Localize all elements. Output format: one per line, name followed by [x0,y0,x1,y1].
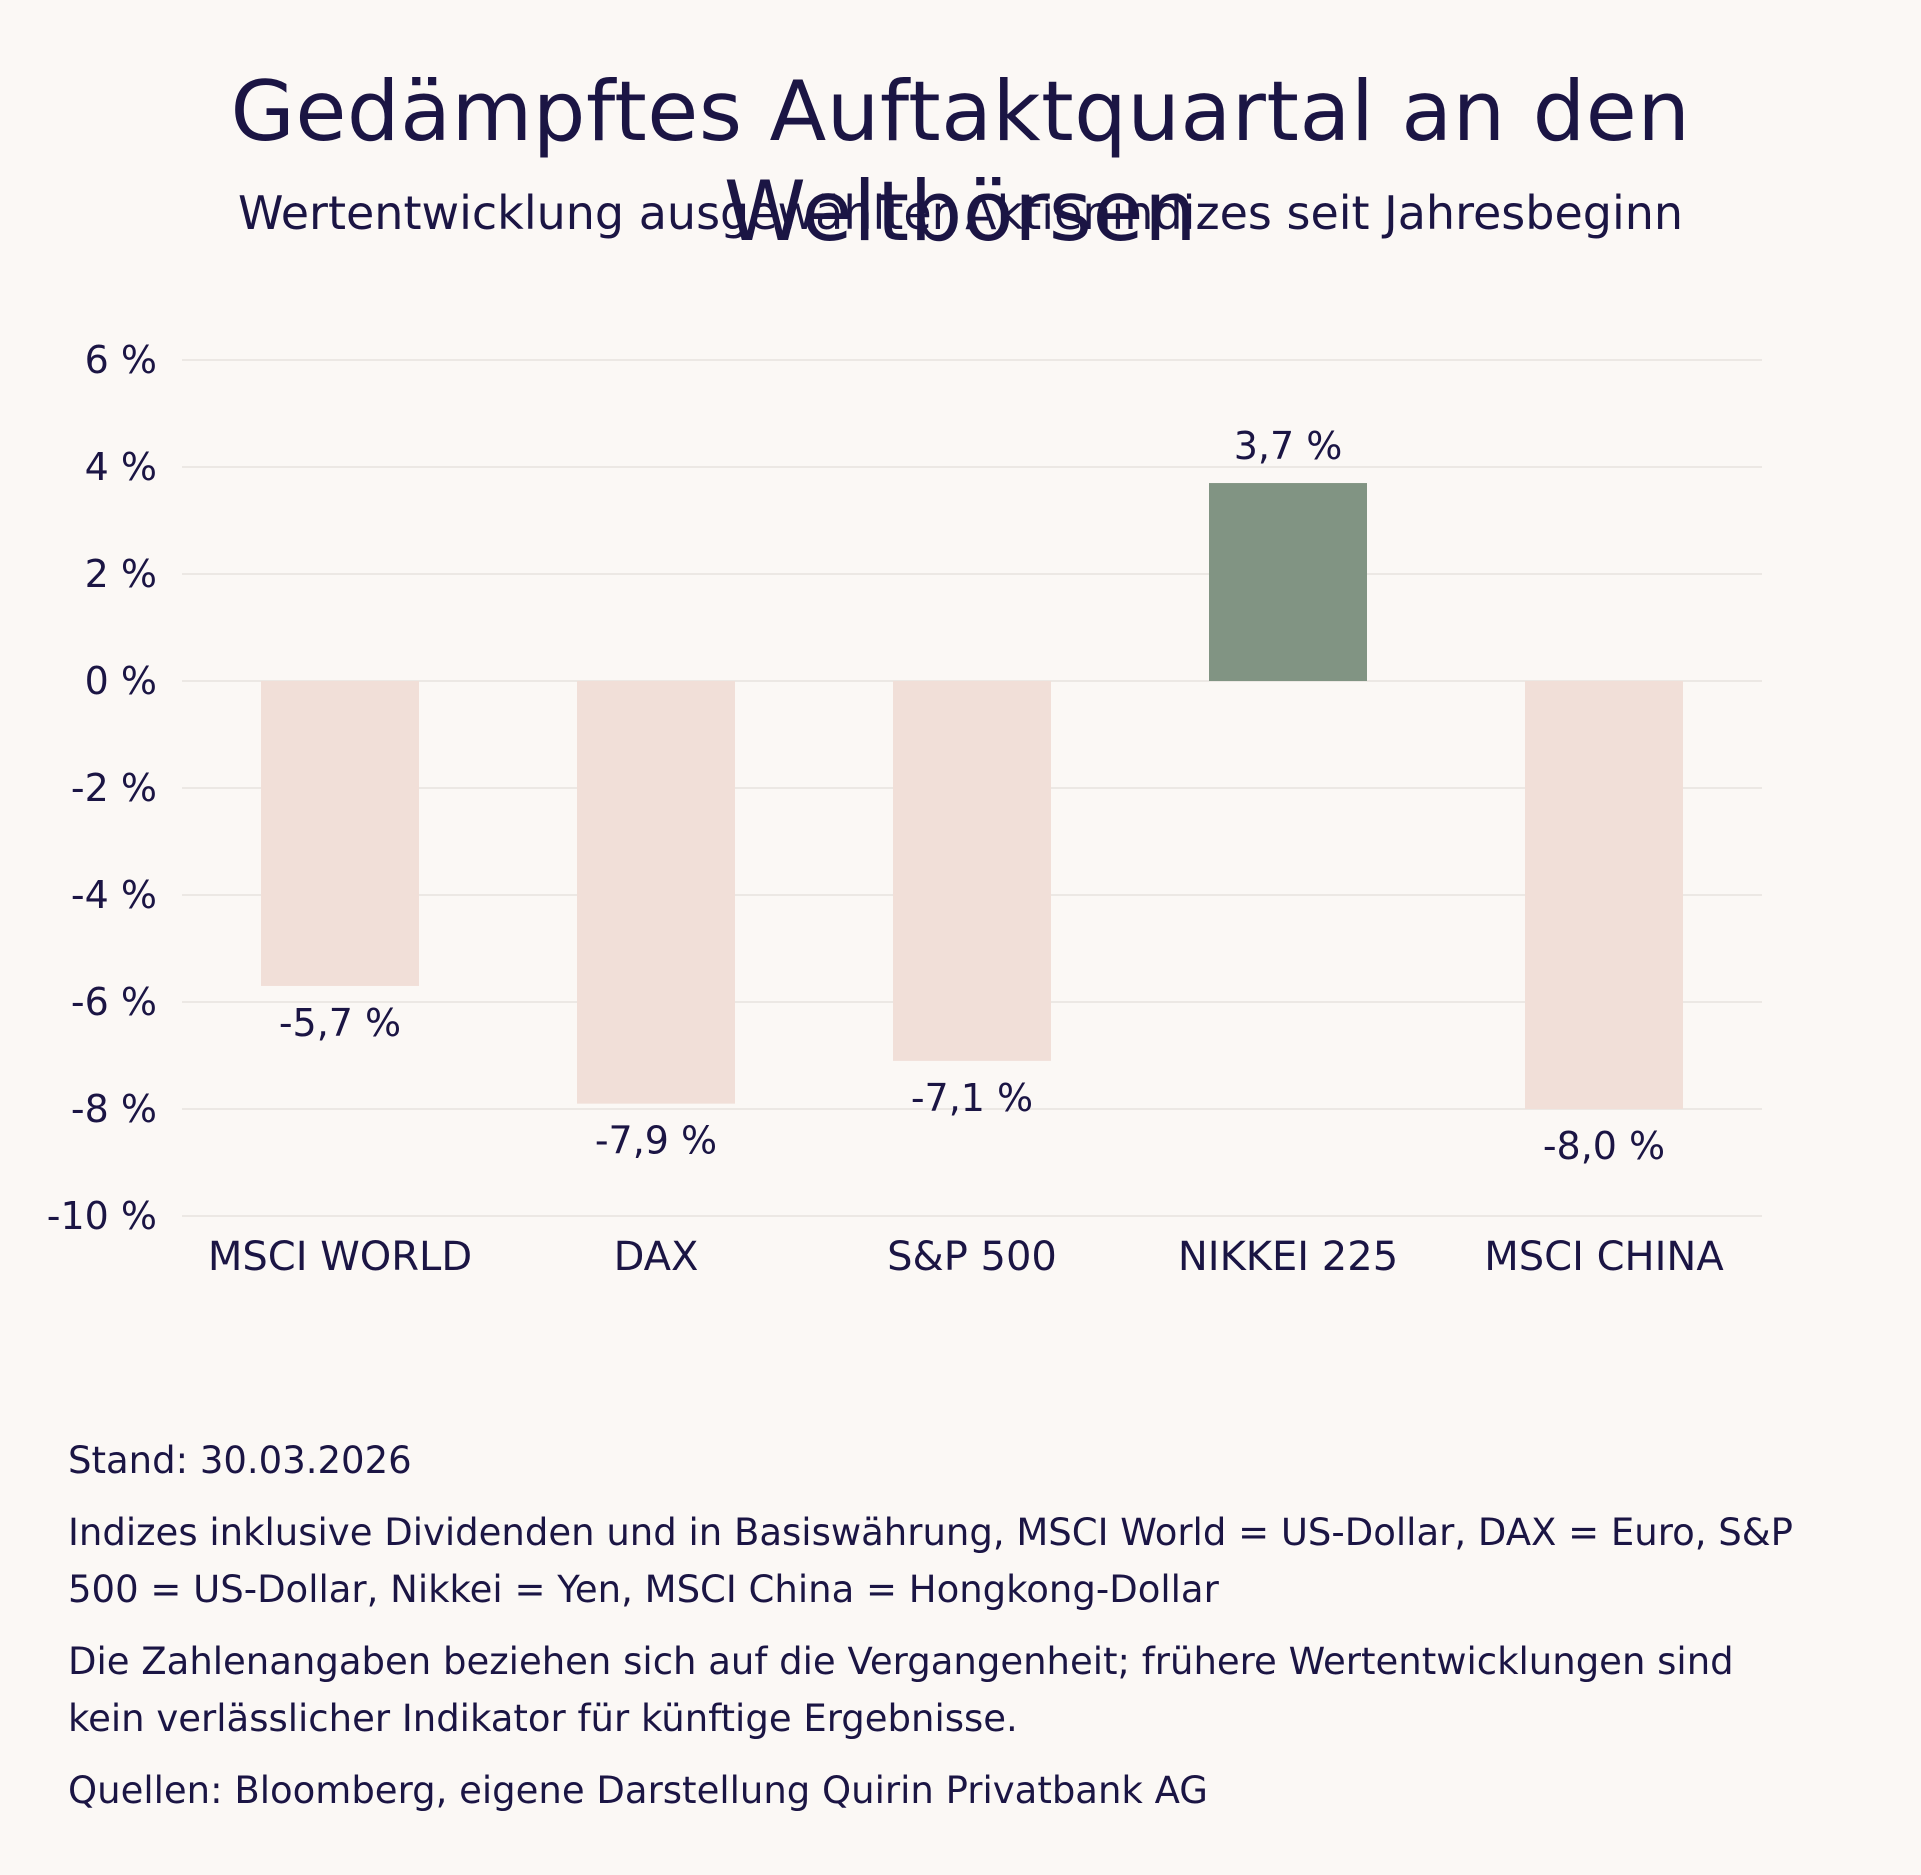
value-label: -8,0 % [1543,1124,1665,1168]
footnote-sources: Quellen: Bloomberg, eigene Darstellung Q… [68,1769,1208,1812]
y-tick-label: -4 % [71,873,157,917]
footnote-disclaimer: Die Zahlenangaben beziehen sich auf die … [68,1640,1734,1740]
y-tick-label: 2 % [85,552,157,596]
footnotes: Stand: 30.03.2026 Indizes inklusive Divi… [68,1432,1808,1834]
value-label: -7,9 % [595,1119,717,1163]
y-tick-label: -6 % [71,980,157,1024]
y-axis-tick-labels: 6 % 4 % 2 % 0 % -2 % -4 % -6 % -8 % -10 % [47,338,157,1238]
bar [1209,483,1367,681]
footnote-date: Stand: 30.03.2026 [68,1439,412,1482]
bars [261,483,1683,1109]
value-label: -5,7 % [279,1001,401,1045]
chart-subtitle: Wertentwicklung ausgewählter Aktienindiz… [237,186,1684,240]
category-label: MSCI CHINA [1484,1234,1724,1280]
y-tick-label: -8 % [71,1087,157,1131]
category-label: NIKKEI 225 [1178,1234,1398,1280]
y-tick-label: 0 % [85,659,157,703]
bar [577,681,735,1104]
category-label: MSCI WORLD [208,1234,472,1280]
bar [261,681,419,986]
x-axis-category-labels: MSCI WORLD DAX S&P 500 NIKKEI 225 MSCI CHINA [208,1234,1724,1280]
bar [893,681,1051,1061]
bar [1525,681,1683,1109]
category-label: DAX [614,1234,699,1280]
y-tick-label: 6 % [85,338,157,382]
category-label: S&P 500 [887,1234,1057,1280]
y-tick-label: 4 % [85,445,157,489]
y-tick-label: -2 % [71,766,157,810]
chart-title: Gedämpftes Auftaktquartal an den Weltbör… [230,63,1691,260]
value-label: 3,7 % [1234,424,1343,468]
value-label: -7,1 % [911,1076,1033,1120]
y-tick-label: -10 % [47,1194,157,1238]
footnote-indices: Indizes inklusive Dividenden und in Basi… [68,1511,1793,1611]
bar-chart: 6 % 4 % 2 % 0 % -2 % -4 % -6 % -8 % -10 % -5,7 %… [47,338,1762,1280]
value-labels: -5,7 % -7,9 % -7,1 % 3,7 % -8,0 % [279,424,1665,1168]
